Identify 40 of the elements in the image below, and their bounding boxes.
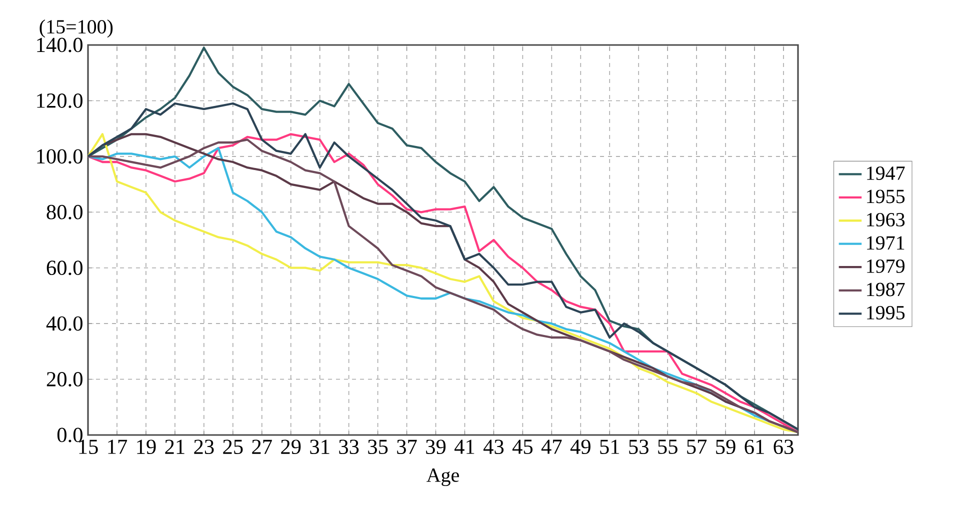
x-tick-label: 49 bbox=[570, 440, 590, 454]
legend-label: 1955 bbox=[867, 190, 905, 204]
x-tick-label: 41 bbox=[454, 440, 474, 454]
x-tick-label: 61 bbox=[744, 440, 764, 454]
x-tick-label: 27 bbox=[252, 440, 272, 454]
x-tick-label: 37 bbox=[397, 440, 417, 454]
x-tick-label: 19 bbox=[137, 440, 156, 454]
x-tick-label: 23 bbox=[194, 440, 214, 454]
x-tick-label: 45 bbox=[512, 440, 533, 454]
x-tick-label: 39 bbox=[426, 440, 446, 454]
x-tick-label: 63 bbox=[774, 440, 794, 454]
x-tick-label: 21 bbox=[165, 440, 184, 454]
x-tick-label: 43 bbox=[483, 440, 504, 454]
legend-label: 1995 bbox=[867, 306, 905, 320]
legend-label: 1971 bbox=[867, 236, 904, 250]
x-tick-label: 35 bbox=[368, 440, 388, 454]
legend-label: 1979 bbox=[867, 259, 905, 273]
legend-label: 1947 bbox=[867, 166, 905, 180]
x-tick-label: 31 bbox=[310, 440, 330, 454]
x-tick-label: 25 bbox=[223, 440, 243, 454]
y-tick-label: 100.0 bbox=[37, 149, 82, 164]
y-axis-title: (15=100) bbox=[40, 20, 113, 38]
y-tick-label: 20.0 bbox=[46, 372, 82, 387]
x-tick-label: 59 bbox=[716, 440, 736, 454]
x-tick-label: 57 bbox=[687, 440, 707, 454]
x-tick-label: 53 bbox=[629, 440, 648, 454]
y-tick-label: 60.0 bbox=[46, 260, 82, 276]
x-tick-label: 17 bbox=[108, 440, 128, 454]
legend-label: 1963 bbox=[867, 213, 905, 226]
x-tick-label: 33 bbox=[339, 440, 359, 454]
x-tick-label: 55 bbox=[658, 440, 678, 454]
y-tick-label: 120.0 bbox=[37, 93, 82, 108]
legend-label: 1987 bbox=[867, 282, 905, 296]
y-tick-label: 80.0 bbox=[46, 204, 82, 220]
x-tick-label: 51 bbox=[600, 440, 620, 454]
y-tick-label: 40.0 bbox=[46, 316, 82, 331]
y-tick-label: 140.0 bbox=[37, 38, 82, 52]
x-axis-title: Age bbox=[426, 468, 459, 486]
x-tick-label: 47 bbox=[541, 440, 562, 454]
x-tick-label: 29 bbox=[281, 440, 301, 454]
